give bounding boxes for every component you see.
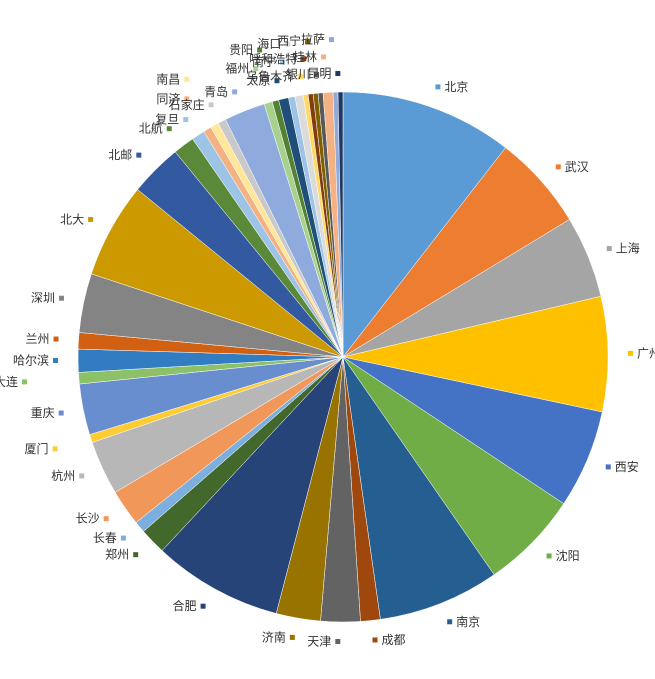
slice-label: 济南 bbox=[262, 629, 286, 644]
slice-label: 北航 bbox=[139, 121, 163, 136]
slice-label: 昆明 bbox=[307, 67, 331, 81]
pie-slice bbox=[337, 91, 344, 358]
legend-swatch bbox=[372, 637, 378, 643]
legend-swatch bbox=[435, 84, 441, 90]
legend-swatch bbox=[52, 446, 58, 452]
legend-swatch bbox=[183, 117, 189, 123]
slice-label: 厦门 bbox=[25, 441, 49, 456]
legend-swatch bbox=[166, 126, 172, 132]
legend-swatch bbox=[79, 473, 85, 479]
legend-swatch bbox=[298, 73, 304, 79]
slice-label: 银川 bbox=[286, 68, 310, 82]
slice-label: 福州 bbox=[225, 61, 249, 76]
slice-label: 长沙 bbox=[76, 512, 100, 526]
legend-swatch bbox=[136, 152, 142, 158]
slice-label: 南宁 bbox=[252, 54, 276, 69]
slice-label: 郑州 bbox=[105, 547, 129, 562]
slice-label: 太原 bbox=[246, 73, 270, 88]
slice-label: 北邮 bbox=[108, 148, 132, 162]
legend-swatch bbox=[606, 246, 612, 252]
legend-swatch bbox=[257, 47, 263, 53]
pie-slice bbox=[161, 356, 344, 614]
legend-swatch bbox=[335, 71, 341, 77]
legend-swatch bbox=[208, 102, 214, 108]
slice-label: 天津 bbox=[307, 634, 331, 648]
slice-label: 复旦 bbox=[155, 113, 179, 127]
legend-swatch bbox=[605, 464, 611, 470]
legend-swatch bbox=[59, 295, 65, 301]
slice-label: 深圳 bbox=[31, 291, 55, 305]
slice-label: 武汉 bbox=[565, 160, 589, 174]
legend-swatch bbox=[555, 164, 561, 170]
legend-swatch bbox=[301, 56, 307, 62]
slice-label: 兰州 bbox=[26, 332, 50, 346]
legend-swatch bbox=[184, 96, 190, 102]
legend-swatch bbox=[53, 336, 59, 342]
slice-label: 石家庄 bbox=[169, 97, 205, 112]
legend-swatch bbox=[22, 379, 28, 385]
legend-swatch bbox=[133, 552, 139, 558]
legend-swatch bbox=[274, 78, 280, 84]
slice-label: 重庆 bbox=[31, 406, 55, 420]
slice-label: 南昌 bbox=[156, 71, 180, 86]
legend-swatch bbox=[546, 553, 552, 559]
pie-slice bbox=[342, 356, 495, 620]
slice-label: 青岛 bbox=[204, 84, 228, 99]
slice-label: 贵阳 bbox=[229, 43, 253, 57]
slice-label: 沈阳 bbox=[556, 548, 580, 563]
slice-label: 哈尔滨 bbox=[13, 353, 49, 368]
legend-swatch bbox=[321, 54, 327, 60]
slice-label: 上海 bbox=[616, 241, 640, 256]
legend-swatch bbox=[88, 216, 94, 222]
legend-swatch bbox=[184, 76, 190, 82]
slice-label: 合肥 bbox=[173, 598, 197, 613]
legend-swatch bbox=[103, 516, 109, 522]
slice-label: 西安 bbox=[615, 459, 639, 474]
slice-label: 同济 bbox=[156, 91, 180, 106]
slice-label: 乌鲁木齐 bbox=[246, 68, 294, 83]
slice-label: 成都 bbox=[382, 633, 406, 647]
legend-swatch bbox=[285, 41, 291, 47]
legend-swatch bbox=[335, 638, 341, 644]
slice-label: 海口 bbox=[257, 36, 281, 51]
legend-swatch bbox=[447, 619, 453, 625]
slice-label: 长春 bbox=[93, 531, 117, 545]
legend-swatch bbox=[305, 38, 311, 44]
legend-swatch bbox=[289, 634, 295, 640]
legend-swatch bbox=[58, 410, 64, 416]
slice-label: 北大 bbox=[60, 212, 84, 226]
slice-label: 南京 bbox=[456, 614, 480, 629]
slice-label: 拉萨 bbox=[301, 32, 325, 47]
pie-slice bbox=[342, 91, 506, 358]
legend-swatch bbox=[279, 59, 285, 65]
legend-swatch bbox=[329, 37, 335, 43]
slice-label: 桂林 bbox=[293, 49, 317, 64]
slice-label: 北京 bbox=[444, 80, 468, 94]
legend-swatch bbox=[120, 535, 126, 541]
legend-swatch bbox=[200, 603, 206, 609]
pie-slice bbox=[342, 295, 609, 413]
legend-swatch bbox=[313, 72, 319, 78]
legend-swatch bbox=[53, 358, 59, 364]
legend-swatch bbox=[232, 89, 238, 95]
slice-label: 杭州 bbox=[51, 468, 75, 483]
legend-swatch bbox=[253, 66, 259, 72]
slice-label: 西宁 bbox=[277, 33, 301, 48]
slice-label: 广州 bbox=[637, 346, 655, 360]
legend-swatch bbox=[627, 350, 633, 356]
slice-label: 呼和浩特 bbox=[249, 51, 297, 66]
slice-label: 大连 bbox=[0, 374, 18, 389]
